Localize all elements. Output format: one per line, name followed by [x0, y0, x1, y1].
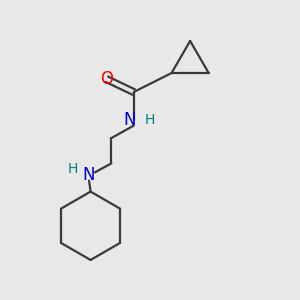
Text: H: H [145, 113, 155, 127]
Text: N: N [123, 111, 135, 129]
Text: N: N [83, 166, 95, 184]
Text: O: O [100, 70, 113, 88]
Text: H: H [68, 162, 78, 176]
